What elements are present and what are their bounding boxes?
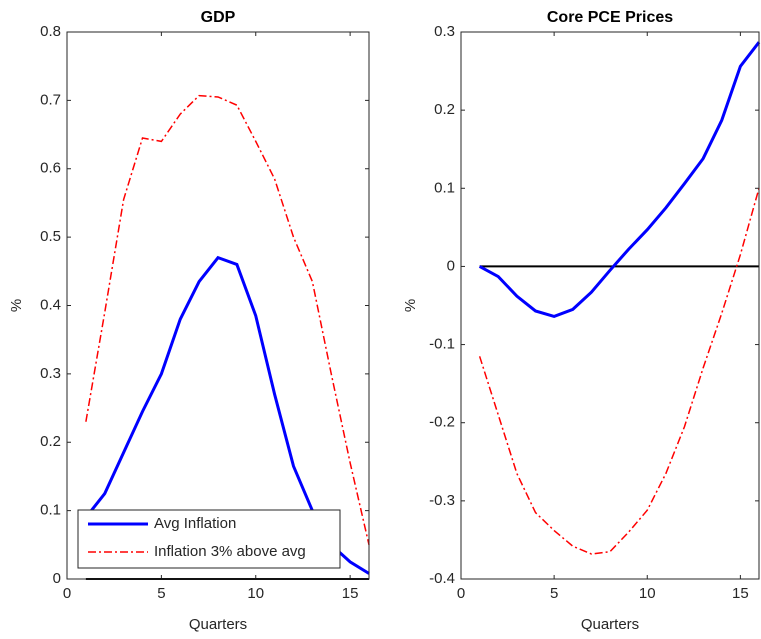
legend-label: Avg Inflation — [154, 515, 236, 532]
x-tick-label: 5 — [157, 585, 165, 602]
x-tick-label: 10 — [247, 585, 264, 602]
y-tick-label: 0.4 — [40, 296, 61, 313]
y-tick-label: 0.8 — [40, 23, 61, 40]
x-tick-label: 5 — [550, 585, 558, 602]
y-axis-label: % — [402, 299, 419, 312]
series-line — [478, 188, 760, 555]
chart-title: Core PCE Prices — [547, 9, 673, 26]
y-axis-label: % — [8, 299, 25, 312]
y-tick-label: 0.3 — [434, 23, 455, 40]
x-axis-label: Quarters — [581, 616, 639, 633]
y-tick-label: -0.1 — [429, 336, 455, 353]
x-tick-label: 15 — [342, 585, 359, 602]
legend-label: Inflation 3% above avg — [154, 543, 306, 560]
y-tick-label: 0.2 — [40, 433, 61, 450]
x-tick-label: 10 — [639, 585, 656, 602]
y-tick-label: 0.6 — [40, 160, 61, 177]
y-tick-label: 0 — [447, 257, 455, 274]
series-line — [478, 41, 761, 319]
x-tick-label: 0 — [63, 585, 71, 602]
y-tick-label: 0 — [53, 570, 61, 587]
y-tick-label: 0.5 — [40, 228, 61, 245]
axes-background — [67, 32, 369, 579]
axes-background — [461, 32, 759, 579]
y-tick-label: -0.4 — [429, 570, 455, 587]
y-tick-label: -0.2 — [429, 414, 455, 431]
y-tick-label: 0.3 — [40, 365, 61, 382]
x-axis-label: Quarters — [189, 616, 247, 633]
chart-title: GDP — [201, 9, 236, 26]
y-tick-label: 0.1 — [434, 179, 455, 196]
axes-box — [66, 31, 370, 580]
x-tick-label: 0 — [457, 585, 465, 602]
axes-box — [460, 31, 760, 580]
y-tick-label: 0.1 — [40, 502, 61, 519]
y-tick-label: 0.2 — [434, 101, 455, 118]
x-tick-label: 15 — [732, 585, 749, 602]
series-line — [85, 94, 370, 545]
legend-box — [77, 509, 341, 569]
y-tick-label: 0.7 — [40, 91, 61, 108]
y-tick-label: -0.3 — [429, 492, 455, 509]
